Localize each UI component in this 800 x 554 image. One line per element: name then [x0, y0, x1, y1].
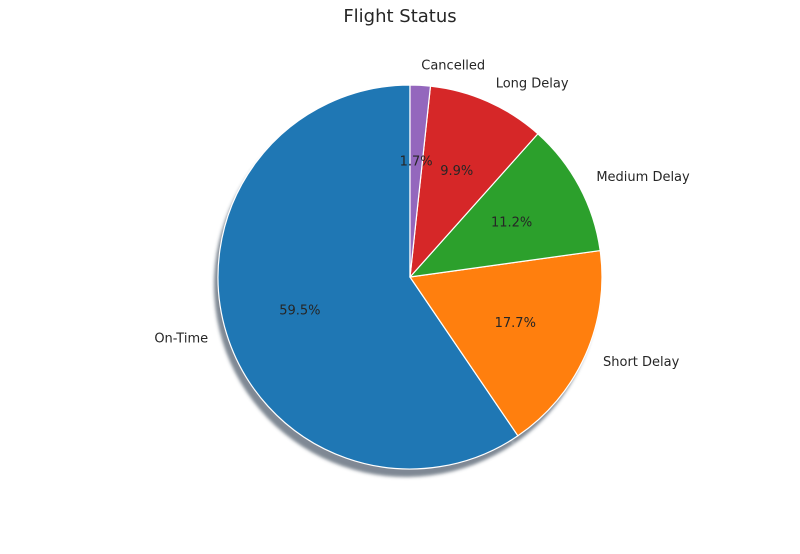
pie-percent-label-medium-delay: 11.2%: [491, 215, 532, 230]
pie-slice-short-delay: [409, 249, 603, 437]
pie-slice-medium-delay: [409, 133, 601, 278]
pie-percent-label-cancelled: 1.7%: [400, 154, 433, 169]
pie-category-label-on-time: On-Time: [154, 332, 208, 347]
pie-percent-label-short-delay: 17.7%: [495, 316, 536, 331]
pie-slice-cancelled: [409, 84, 432, 278]
chart-title: Flight Status: [343, 6, 457, 27]
pie-category-label-short-delay: Short Delay: [603, 355, 680, 370]
pie-category-label-cancelled: Cancelled: [421, 59, 485, 74]
pie-slice-on-time: [217, 84, 519, 470]
pie-percent-label-on-time: 59.5%: [279, 303, 320, 318]
pie-slice-long-delay: [409, 85, 539, 278]
pie-category-label-medium-delay: Medium Delay: [596, 170, 690, 185]
pie-label-layer: 59.5% On-Time 17.7% Short Delay 11.2% Medium …: [154, 59, 690, 371]
pie-slice-layer: [217, 84, 603, 470]
pie-percent-label-long-delay: 9.9%: [440, 164, 473, 179]
pie-category-label-long-delay: Long Delay: [496, 76, 569, 91]
